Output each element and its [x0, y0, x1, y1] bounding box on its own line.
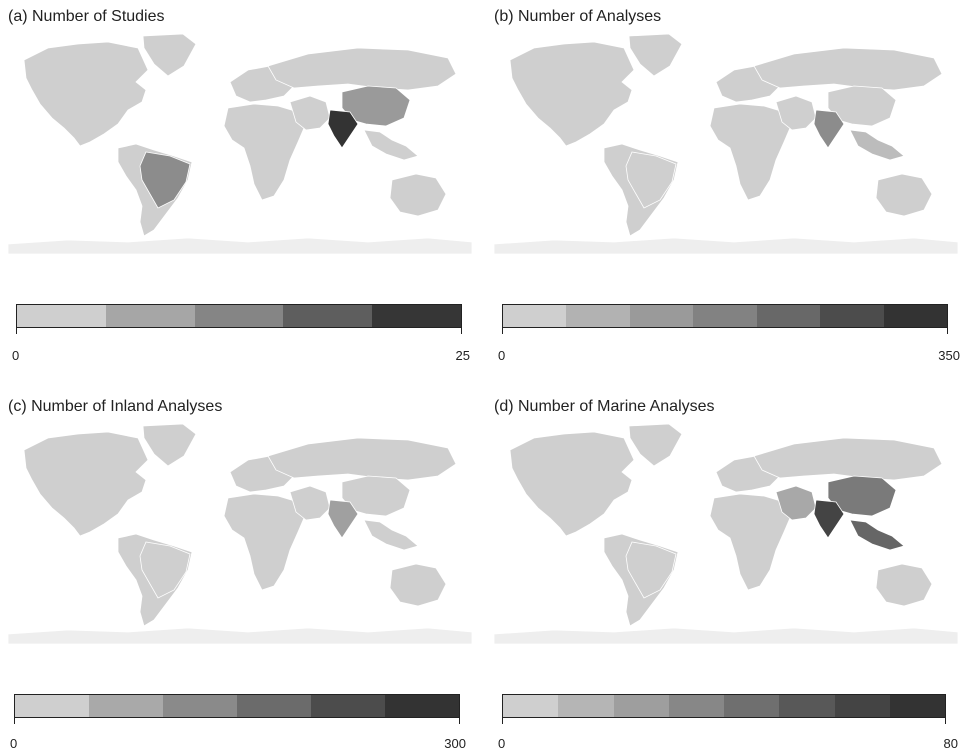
- panel-c: (c) Number of Inland Analyses 0 300: [8, 398, 478, 754]
- legend-swatch: [385, 695, 459, 717]
- region-africa: [223, 493, 305, 591]
- region-greenland: [142, 33, 197, 77]
- legend-max-label: 350: [938, 348, 960, 363]
- region-brazil: [139, 151, 191, 209]
- legend-color-bar: [502, 694, 946, 718]
- legend-color-bar: [14, 694, 460, 718]
- region-africa: [709, 103, 791, 201]
- region-north-america: [23, 41, 149, 147]
- legend-swatch: [693, 305, 757, 327]
- legend-swatch: [779, 695, 835, 717]
- legend-min-label: 0: [12, 348, 20, 363]
- legend-swatch: [311, 695, 385, 717]
- legend-min-label: 0: [498, 348, 506, 363]
- legend-swatch: [889, 695, 945, 717]
- region-north-america: [23, 431, 149, 537]
- legend-swatch: [105, 305, 195, 327]
- legend-swatch: [89, 695, 163, 717]
- region-southeast-asia: [849, 519, 905, 551]
- legend-tick-max: [461, 328, 462, 334]
- region-greenland: [628, 423, 683, 467]
- legend-swatch: [503, 305, 567, 327]
- region-antarctica: [8, 627, 472, 645]
- legend-swatch: [756, 305, 821, 327]
- region-middle-east: [775, 95, 817, 131]
- legend-tick-max: [945, 718, 946, 724]
- region-australia: [389, 563, 447, 607]
- legend-min-label: 0: [10, 736, 18, 751]
- legend-swatch: [194, 305, 284, 327]
- legend-swatch: [834, 695, 890, 717]
- region-africa: [709, 493, 791, 591]
- region-russia: [753, 437, 943, 481]
- legend-swatch: [558, 695, 614, 717]
- legend-max-label: 25: [455, 348, 470, 363]
- legend-min-label: 0: [498, 736, 506, 751]
- region-middle-east: [289, 485, 331, 521]
- legend-swatch: [613, 695, 669, 717]
- region-greenland: [628, 33, 683, 77]
- panel-title: (c) Number of Inland Analyses: [8, 398, 223, 415]
- legend-tick-min: [14, 718, 15, 724]
- region-antarctica: [494, 237, 958, 255]
- region-greenland: [142, 423, 197, 467]
- legend-tick-min: [502, 718, 503, 724]
- legend-swatch: [668, 695, 724, 717]
- legend-tick-max: [947, 328, 948, 334]
- legend-max-label: 80: [943, 736, 958, 751]
- region-antarctica: [8, 237, 472, 255]
- legend-color-bar: [502, 304, 948, 328]
- legend-tick-max: [459, 718, 460, 724]
- world-map: [494, 33, 958, 255]
- region-russia: [267, 47, 457, 91]
- region-southeast-asia: [363, 519, 419, 551]
- region-australia: [875, 563, 933, 607]
- region-australia: [389, 173, 447, 217]
- legend-swatch: [629, 305, 694, 327]
- legend-swatch: [820, 305, 884, 327]
- region-india: [813, 109, 845, 149]
- region-brazil: [625, 541, 677, 599]
- legend-color-bar: [16, 304, 462, 328]
- legend-swatch: [17, 305, 106, 327]
- region-africa: [223, 103, 305, 201]
- legend-swatch: [883, 305, 947, 327]
- region-middle-east: [775, 485, 817, 521]
- world-map: [494, 423, 958, 645]
- region-brazil: [139, 541, 191, 599]
- legend-swatch: [237, 695, 311, 717]
- legend-swatch: [724, 695, 780, 717]
- region-india: [327, 109, 359, 149]
- legend-swatch: [283, 305, 373, 327]
- panel-d: (d) Number of Marine Analyses 0 80: [494, 398, 960, 754]
- legend-tick-min: [502, 328, 503, 334]
- world-map: [8, 423, 472, 645]
- region-middle-east: [289, 95, 331, 131]
- legend-max-label: 300: [444, 736, 466, 751]
- legend-tick-min: [16, 328, 17, 334]
- panel-title: (a) Number of Studies: [8, 8, 165, 25]
- panel-b: (b) Number of Analyses 0 350: [494, 8, 960, 378]
- region-russia: [753, 47, 943, 91]
- panel-title: (d) Number of Marine Analyses: [494, 398, 715, 415]
- legend-swatch: [15, 695, 89, 717]
- world-map: [8, 33, 472, 255]
- panel-a: (a) Number of Studies 0 25: [8, 8, 478, 378]
- region-north-america: [509, 41, 635, 147]
- region-north-america: [509, 431, 635, 537]
- region-russia: [267, 437, 457, 481]
- legend-swatch: [372, 305, 461, 327]
- region-india: [813, 499, 845, 539]
- region-antarctica: [494, 627, 958, 645]
- panel-title: (b) Number of Analyses: [494, 8, 662, 25]
- region-australia: [875, 173, 933, 217]
- region-southeast-asia: [363, 129, 419, 161]
- region-brazil: [625, 151, 677, 209]
- legend-swatch: [566, 305, 630, 327]
- legend-swatch: [163, 695, 237, 717]
- legend-swatch: [503, 695, 559, 717]
- region-india: [327, 499, 359, 539]
- region-southeast-asia: [849, 129, 905, 161]
